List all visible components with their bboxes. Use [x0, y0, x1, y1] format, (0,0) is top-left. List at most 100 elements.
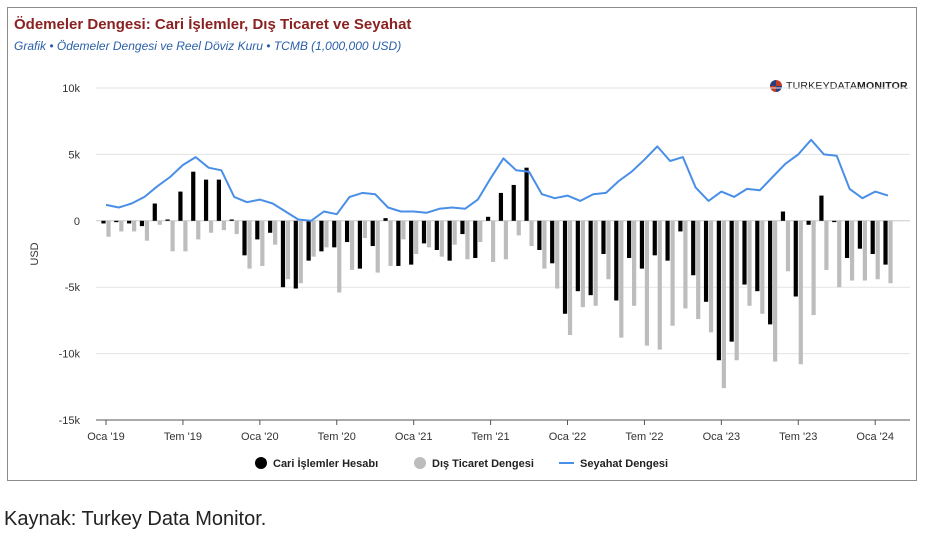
trade-balance-bar	[349, 220, 355, 270]
current-account-bar	[703, 220, 709, 302]
y-tick-label: 10k	[62, 83, 80, 95]
current-account-bar	[806, 220, 811, 225]
current-account-bar	[332, 220, 337, 248]
trade-balance-bar	[119, 220, 124, 232]
current-account-bar	[409, 220, 414, 265]
x-tick-label: Tem '21	[472, 431, 510, 443]
trade-balance-bar	[632, 220, 637, 306]
x-tick-label: Tem '19	[164, 431, 202, 443]
x-tick-label: Tem '20	[318, 431, 356, 443]
x-tick-label: Oca '24	[856, 431, 894, 443]
trade-balance-bar	[785, 220, 791, 272]
trade-balance-bar	[888, 220, 893, 284]
current-account-bar	[601, 220, 606, 254]
trade-balance-bar	[183, 220, 188, 252]
current-account-bar	[447, 220, 452, 261]
trade-balance-bar	[875, 220, 880, 280]
current-account-bar	[575, 220, 580, 292]
trade-balance-bar	[567, 220, 573, 336]
logo-text-mid: DATA	[829, 80, 858, 92]
trade-balance-bar	[478, 220, 483, 243]
y-axis-label: USD	[29, 242, 41, 265]
current-account-bar	[562, 220, 568, 314]
trade-balance-bar	[439, 220, 444, 257]
trade-balance-bar	[580, 220, 585, 308]
current-account-bar	[383, 218, 388, 221]
current-account-bar	[755, 220, 760, 292]
current-account-bar	[460, 220, 465, 235]
legend-label: Seyahat Dengesi	[580, 458, 668, 470]
current-account-bar	[101, 220, 106, 224]
trade-balance-bar	[414, 220, 419, 254]
trade-balance-bar	[298, 220, 303, 284]
current-account-bar	[152, 203, 157, 221]
current-account-bar	[434, 220, 439, 251]
current-account-bar	[498, 192, 504, 221]
current-account-bar	[780, 211, 786, 221]
logo-text-bold: MONITOR	[857, 80, 908, 92]
trade-balance-bar	[401, 220, 406, 240]
travel-balance-line	[105, 138, 889, 222]
trade-balance-bar	[798, 220, 803, 365]
current-account-bar	[268, 220, 273, 233]
trade-balance-bar	[157, 220, 162, 225]
trade-balance-bar	[773, 220, 778, 362]
trade-balance-bar	[503, 220, 509, 260]
x-tick-label: Oca '19	[87, 431, 125, 443]
legend-label: Dış Ticaret Dengesi	[432, 458, 534, 470]
chart-subtitle: Grafik • Ödemeler Dengesi ve Reel Döviz …	[14, 39, 402, 53]
x-tick-label: Oca '21	[395, 431, 433, 443]
trade-balance-bar	[683, 220, 688, 309]
trade-balance-bar	[555, 220, 560, 289]
current-account-bar	[229, 219, 234, 221]
trade-balance-bar	[106, 220, 111, 237]
chart-title: Ödemeler Dengesi: Cari İşlemler, Dış Tic…	[14, 16, 412, 33]
trade-balance-bar	[837, 220, 842, 288]
current-account-bar	[588, 220, 593, 296]
current-account-bar	[511, 184, 516, 221]
current-account-bar	[857, 220, 862, 249]
current-account-bar	[844, 220, 850, 258]
current-account-bar	[473, 220, 478, 258]
trade-balance-bar	[452, 220, 457, 245]
trade-balance-bar	[696, 220, 701, 320]
current-account-bar	[306, 220, 311, 261]
trade-balance-bar	[811, 220, 816, 316]
legend-marker	[414, 457, 426, 469]
trade-balance-bar	[862, 220, 867, 281]
trade-balance-bar	[516, 220, 521, 236]
trade-balance-bar	[170, 220, 175, 252]
current-account-bar	[242, 220, 247, 256]
current-account-bar	[139, 220, 145, 227]
current-account-bar	[178, 191, 183, 221]
current-account-bar	[793, 220, 798, 297]
trade-balance-bar	[619, 220, 624, 338]
chart-frame: Ödemeler Dengesi: Cari İşlemler, Dış Tic…	[7, 7, 917, 481]
trade-balance-bar	[721, 220, 726, 389]
current-account-bar	[357, 220, 362, 269]
trade-balance-bar	[375, 220, 380, 273]
current-account-bar	[729, 220, 734, 342]
globe-icon	[770, 80, 782, 92]
trade-balance-bar	[529, 220, 534, 247]
current-account-bar	[870, 220, 875, 254]
trade-balance-bar	[426, 220, 432, 248]
current-account-bar	[665, 220, 670, 261]
trade-balance-bar	[824, 220, 829, 270]
current-account-bar	[319, 220, 324, 252]
current-account-bar	[293, 220, 298, 289]
current-account-bar	[614, 220, 619, 301]
x-tick-label: Tem '23	[779, 431, 817, 443]
trade-balance-bar	[606, 220, 611, 280]
trade-balance-bar	[593, 220, 598, 306]
trade-balance-bar	[644, 220, 650, 346]
current-account-bar	[127, 220, 132, 224]
current-account-bar	[819, 195, 824, 221]
source-note: Kaynak: Turkey Data Monitor.	[4, 508, 267, 530]
current-account-bar	[883, 220, 888, 265]
legend-current-account: Cari İşlemler Hesabı	[255, 457, 378, 470]
current-account-bar	[678, 220, 683, 232]
x-tick-label: Tem '22	[625, 431, 663, 443]
trade-balance-bar	[708, 220, 714, 333]
trade-balance-bar	[247, 220, 252, 269]
